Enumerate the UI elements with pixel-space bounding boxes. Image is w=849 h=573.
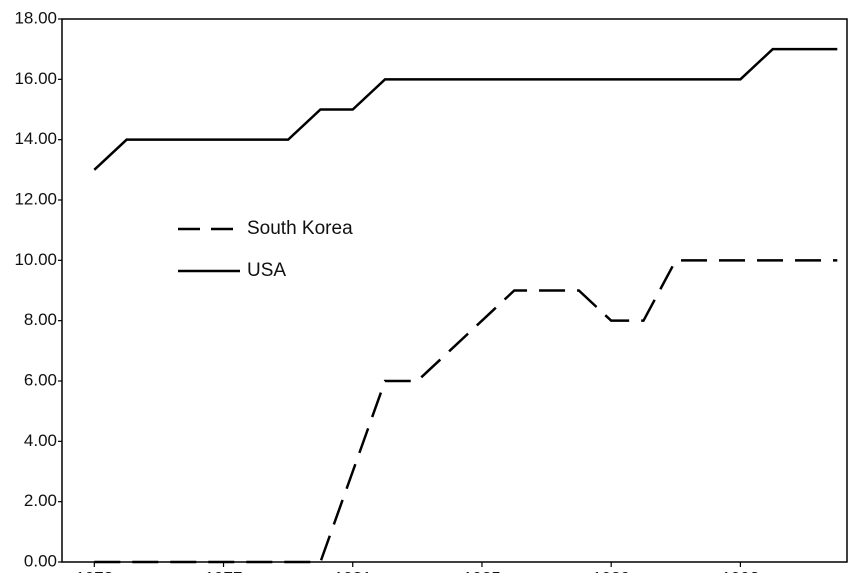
x-tick-label: 1985: [463, 568, 501, 573]
y-tick-label: 16.00: [14, 69, 57, 88]
y-tick-label: 2.00: [24, 491, 57, 510]
y-tick-label: 12.00: [14, 189, 57, 208]
y-tick-label: 8.00: [24, 310, 57, 329]
y-tick-label: 0.00: [24, 551, 57, 570]
x-tick-label: 1981: [334, 568, 372, 573]
y-tick-label: 10.00: [14, 250, 57, 269]
x-tick-label: 1977: [205, 568, 243, 573]
x-tick-label: 1993: [721, 568, 759, 573]
plot-frame: [61, 18, 848, 563]
y-tick-label: 6.00: [24, 370, 57, 389]
x-tick-label: 1989: [592, 568, 630, 573]
y-tick-label: 14.00: [14, 129, 57, 148]
legend-label: USA: [247, 260, 286, 281]
y-tick-label: 18.00: [14, 8, 57, 27]
y-tick-label: 4.00: [24, 431, 57, 450]
x-tick-label: 1973: [75, 568, 113, 573]
series-line: [94, 259, 838, 564]
legend-label: South Korea: [247, 218, 353, 239]
series-line: [93, 47, 838, 171]
